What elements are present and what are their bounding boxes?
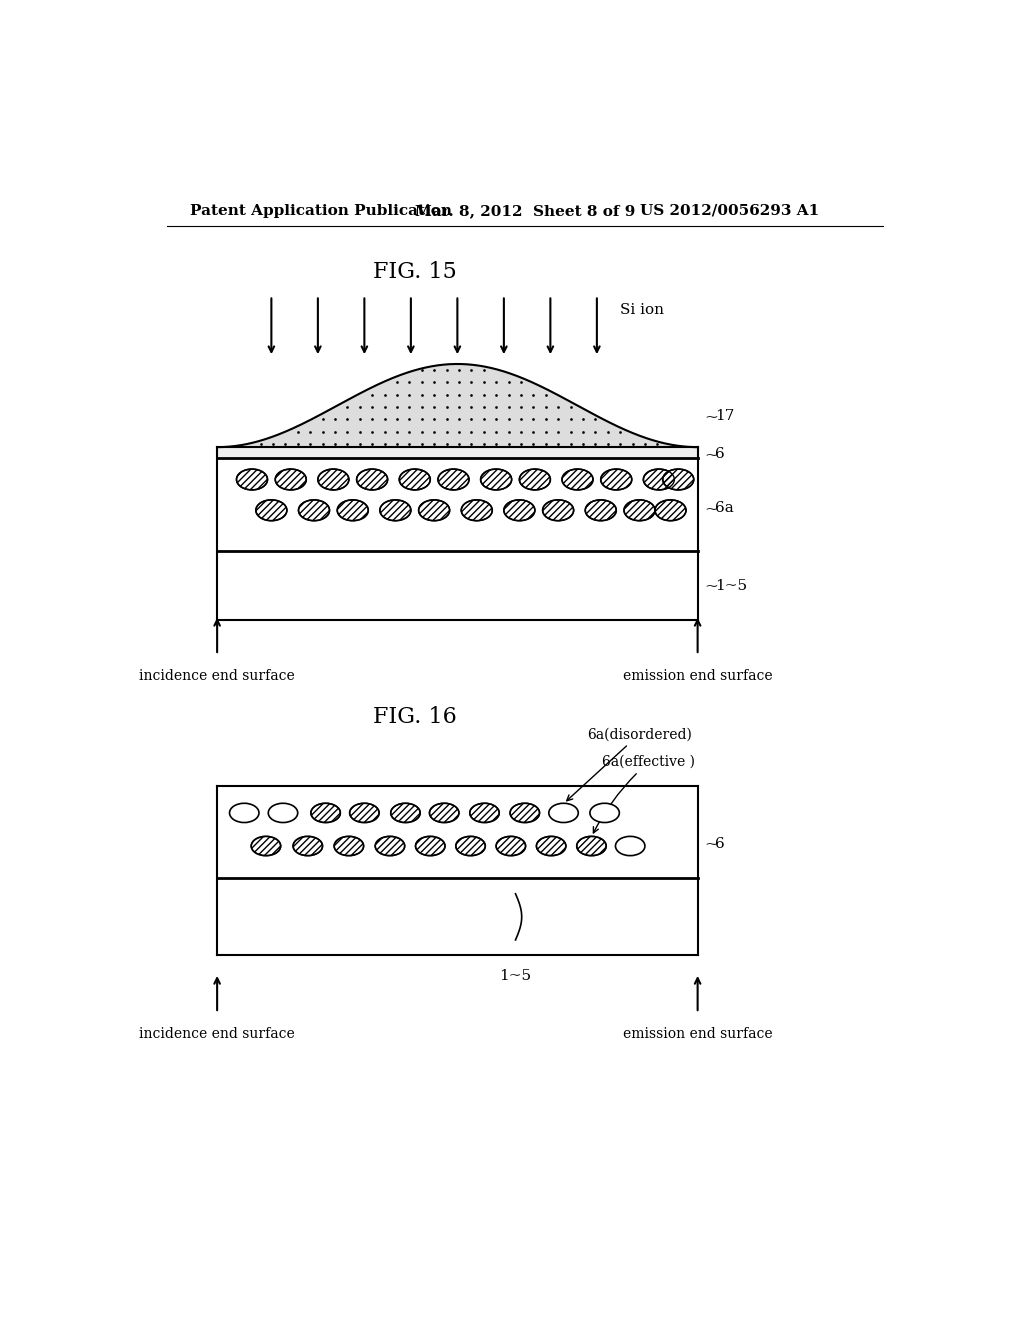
Ellipse shape (416, 837, 445, 855)
Ellipse shape (268, 804, 298, 822)
Ellipse shape (391, 804, 420, 822)
Ellipse shape (251, 837, 281, 855)
Text: emission end surface: emission end surface (623, 669, 772, 682)
Text: 6a: 6a (715, 502, 733, 515)
Text: US 2012/0056293 A1: US 2012/0056293 A1 (640, 203, 819, 218)
Text: incidence end surface: incidence end surface (139, 1027, 295, 1041)
Ellipse shape (537, 837, 566, 855)
Text: 6a(effective ): 6a(effective ) (593, 755, 695, 833)
Ellipse shape (586, 500, 616, 520)
Ellipse shape (229, 804, 259, 822)
Text: 17: 17 (715, 409, 734, 424)
Text: 1~5: 1~5 (715, 578, 746, 593)
Text: Mar. 8, 2012  Sheet 8 of 9: Mar. 8, 2012 Sheet 8 of 9 (415, 203, 635, 218)
Ellipse shape (438, 469, 469, 490)
Ellipse shape (663, 469, 693, 490)
Ellipse shape (470, 804, 500, 822)
Text: 1~5: 1~5 (500, 969, 531, 983)
Polygon shape (217, 364, 697, 447)
Text: ~: ~ (703, 577, 718, 594)
Ellipse shape (615, 837, 645, 855)
Text: ~: ~ (703, 500, 718, 517)
Ellipse shape (461, 500, 493, 520)
Ellipse shape (504, 500, 535, 520)
Ellipse shape (519, 469, 550, 490)
Text: FIG. 16: FIG. 16 (373, 706, 457, 727)
Ellipse shape (399, 469, 430, 490)
Text: Patent Application Publication: Patent Application Publication (190, 203, 452, 218)
Ellipse shape (334, 837, 364, 855)
Ellipse shape (577, 837, 606, 855)
Ellipse shape (337, 500, 369, 520)
Ellipse shape (655, 500, 686, 520)
Text: incidence end surface: incidence end surface (139, 669, 295, 682)
Ellipse shape (299, 500, 330, 520)
Ellipse shape (317, 469, 349, 490)
Text: emission end surface: emission end surface (623, 1027, 772, 1041)
Ellipse shape (256, 500, 287, 520)
Ellipse shape (380, 500, 411, 520)
Ellipse shape (510, 804, 540, 822)
Ellipse shape (624, 500, 655, 520)
Ellipse shape (375, 837, 404, 855)
Text: Si ion: Si ion (621, 304, 665, 317)
Text: FIG. 15: FIG. 15 (373, 261, 457, 284)
Ellipse shape (311, 804, 340, 822)
Ellipse shape (419, 500, 450, 520)
Text: 6: 6 (715, 447, 724, 461)
Ellipse shape (496, 837, 525, 855)
Text: ~: ~ (703, 408, 718, 425)
Text: ~: ~ (703, 446, 718, 462)
Ellipse shape (543, 500, 573, 520)
Ellipse shape (562, 469, 593, 490)
Ellipse shape (429, 804, 459, 822)
Ellipse shape (293, 837, 323, 855)
Ellipse shape (349, 804, 379, 822)
Text: 6: 6 (715, 837, 724, 850)
Text: 6a(disordered): 6a(disordered) (566, 727, 691, 801)
Ellipse shape (590, 804, 620, 822)
Ellipse shape (643, 469, 675, 490)
Ellipse shape (549, 804, 579, 822)
Ellipse shape (480, 469, 512, 490)
Text: ~: ~ (703, 836, 718, 853)
Ellipse shape (456, 837, 485, 855)
Ellipse shape (275, 469, 306, 490)
Ellipse shape (356, 469, 388, 490)
Ellipse shape (237, 469, 267, 490)
Ellipse shape (601, 469, 632, 490)
